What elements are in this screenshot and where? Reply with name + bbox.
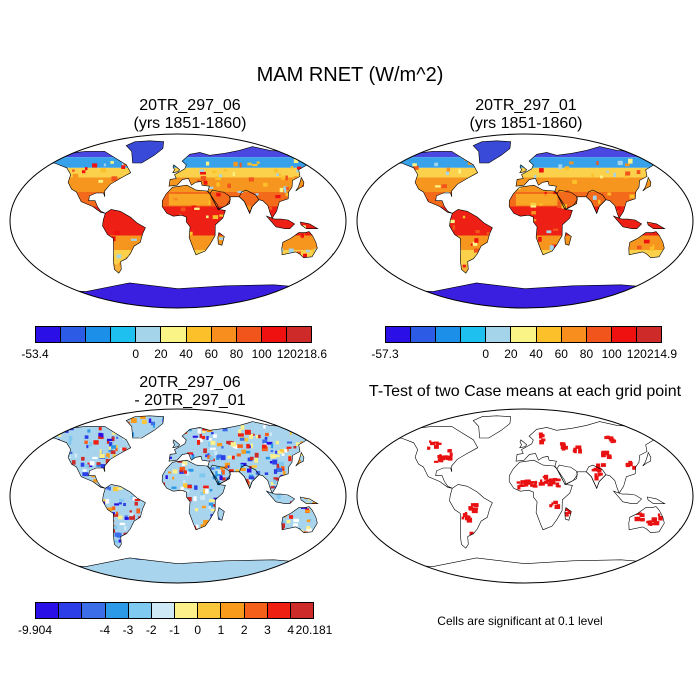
map-panel-1: [9, 133, 347, 309]
colorbar-tick-label: 80: [579, 347, 594, 361]
colorbar-panel-1-labels: -53.4 0 20 40 60 80 100 120 218.6: [21, 347, 327, 361]
panel-2-title-line2: (yrs 1851-1860): [469, 115, 583, 132]
panel-3-title-line1: 20TR_297_06: [139, 374, 241, 391]
colorbar-tick-label: 20: [504, 347, 518, 361]
colorbar-swatch: [586, 327, 612, 342]
map-panel-2: [356, 133, 694, 309]
colorbar-swatch: [59, 603, 83, 618]
map-panel-4: [356, 408, 694, 584]
colorbar-panel-3-labels: -9.904 -4 -3 -2 -1 0 1 2 3 4 20.181: [18, 623, 332, 637]
map-panel-3: [9, 408, 347, 584]
colorbar-tick-label: 80: [229, 347, 244, 361]
colorbar-swatch: [211, 327, 237, 342]
colorbar-tick-label: -57.3: [371, 347, 399, 361]
colorbar-swatch: [82, 603, 106, 618]
colorbar-swatch: [436, 327, 462, 342]
colorbar-swatch: [411, 327, 437, 342]
colorbar-swatch: [186, 327, 212, 342]
significance-note: Cells are significant at 0.1 level: [437, 614, 603, 628]
colorbar-tick-label: 40: [179, 347, 193, 361]
colorbar-tick-label: 3: [264, 623, 271, 637]
colorbar-panel-2: [385, 326, 662, 343]
colorbar-tick-label: 4: [287, 623, 295, 637]
panel-1-title: 20TR_297_06 (yrs 1851-1860): [40, 97, 340, 133]
panel-3-title: 20TR_297_06 - 20TR_297_01: [40, 374, 340, 410]
colorbar-swatch: [221, 603, 245, 618]
colorbar-swatch: [151, 603, 176, 618]
colorbar-tick-label: 0: [194, 623, 202, 637]
colorbar-tick-label: 0: [132, 347, 140, 361]
colorbar-swatch: [461, 327, 487, 342]
colorbar-swatch: [536, 327, 562, 342]
colorbar-swatch: [561, 327, 587, 342]
colorbar-tick-label: 0: [482, 347, 490, 361]
colorbar-tick-label: 100: [251, 347, 272, 361]
colorbar-swatch: [386, 327, 412, 342]
colorbar-swatch: [511, 327, 537, 342]
main-title: MAM RNET (W/m^2): [256, 64, 444, 86]
colorbar-tick-label: 218.6: [296, 347, 328, 361]
colorbar-swatch: [244, 603, 268, 618]
colorbar-panel-3: [35, 602, 314, 619]
panel-1-title-line2: (yrs 1851-1860): [133, 115, 247, 132]
colorbar-tick-label: 1: [217, 623, 225, 637]
colorbar-swatch: [136, 327, 162, 342]
colorbar-swatch: [636, 327, 662, 342]
panel-4-title-line1: T-Test of two Case means at each grid po…: [368, 383, 682, 400]
colorbar-tick-label: 2: [240, 623, 248, 637]
colorbar-panel-1: [35, 326, 312, 343]
colorbar-tick-label: 20.181: [295, 623, 333, 637]
colorbar-tick-label: 40: [529, 347, 543, 361]
panel-3-title-line2: - 20TR_297_01: [134, 392, 246, 409]
panel-2-title-line1: 20TR_297_01: [475, 97, 577, 114]
colorbar-tick-label: -9.904: [17, 623, 53, 637]
colorbar-panel-2-labels: -57.3 0 20 40 60 80 100 120 214.9: [371, 347, 677, 361]
colorbar-tick-label: 120: [626, 347, 647, 361]
colorbar-swatch: [105, 603, 129, 618]
colorbar-swatch: [161, 327, 187, 342]
colorbar-tick-label: 20: [154, 347, 168, 361]
panel-2-title: 20TR_297_01 (yrs 1851-1860): [376, 97, 676, 133]
panel-1-title-line1: 20TR_297_06: [139, 97, 241, 114]
colorbar-swatch: [286, 327, 312, 342]
colorbar-swatch: [128, 603, 152, 618]
colorbar-swatch: [36, 327, 62, 342]
colorbar-swatch: [111, 327, 137, 342]
colorbar-tick-label: -3: [122, 623, 134, 637]
colorbar-swatch: [61, 327, 87, 342]
colorbar-tick-label: 120: [276, 347, 297, 361]
colorbar-swatch: [290, 603, 314, 618]
colorbar-swatch: [86, 327, 112, 342]
colorbar-swatch: [261, 327, 287, 342]
colorbar-tick-label: -2: [145, 623, 157, 637]
colorbar-swatch: [611, 327, 637, 342]
colorbar-tick-label: -1: [169, 623, 180, 637]
colorbar-tick-label: 214.9: [646, 347, 678, 361]
colorbar-tick-label: -53.4: [21, 347, 49, 361]
colorbar-swatch: [36, 603, 60, 618]
colorbar-tick-label: 60: [204, 347, 218, 361]
colorbar-swatch: [198, 603, 222, 618]
colorbar-tick-label: 60: [554, 347, 568, 361]
colorbar-tick-label: -4: [99, 623, 111, 637]
colorbar-swatch: [486, 327, 512, 342]
colorbar-tick-label: 100: [601, 347, 622, 361]
panel-4-title: T-Test of two Case means at each grid po…: [350, 383, 700, 401]
colorbar-swatch: [267, 603, 291, 618]
colorbar-swatch: [175, 603, 199, 618]
colorbar-swatch: [236, 327, 262, 342]
